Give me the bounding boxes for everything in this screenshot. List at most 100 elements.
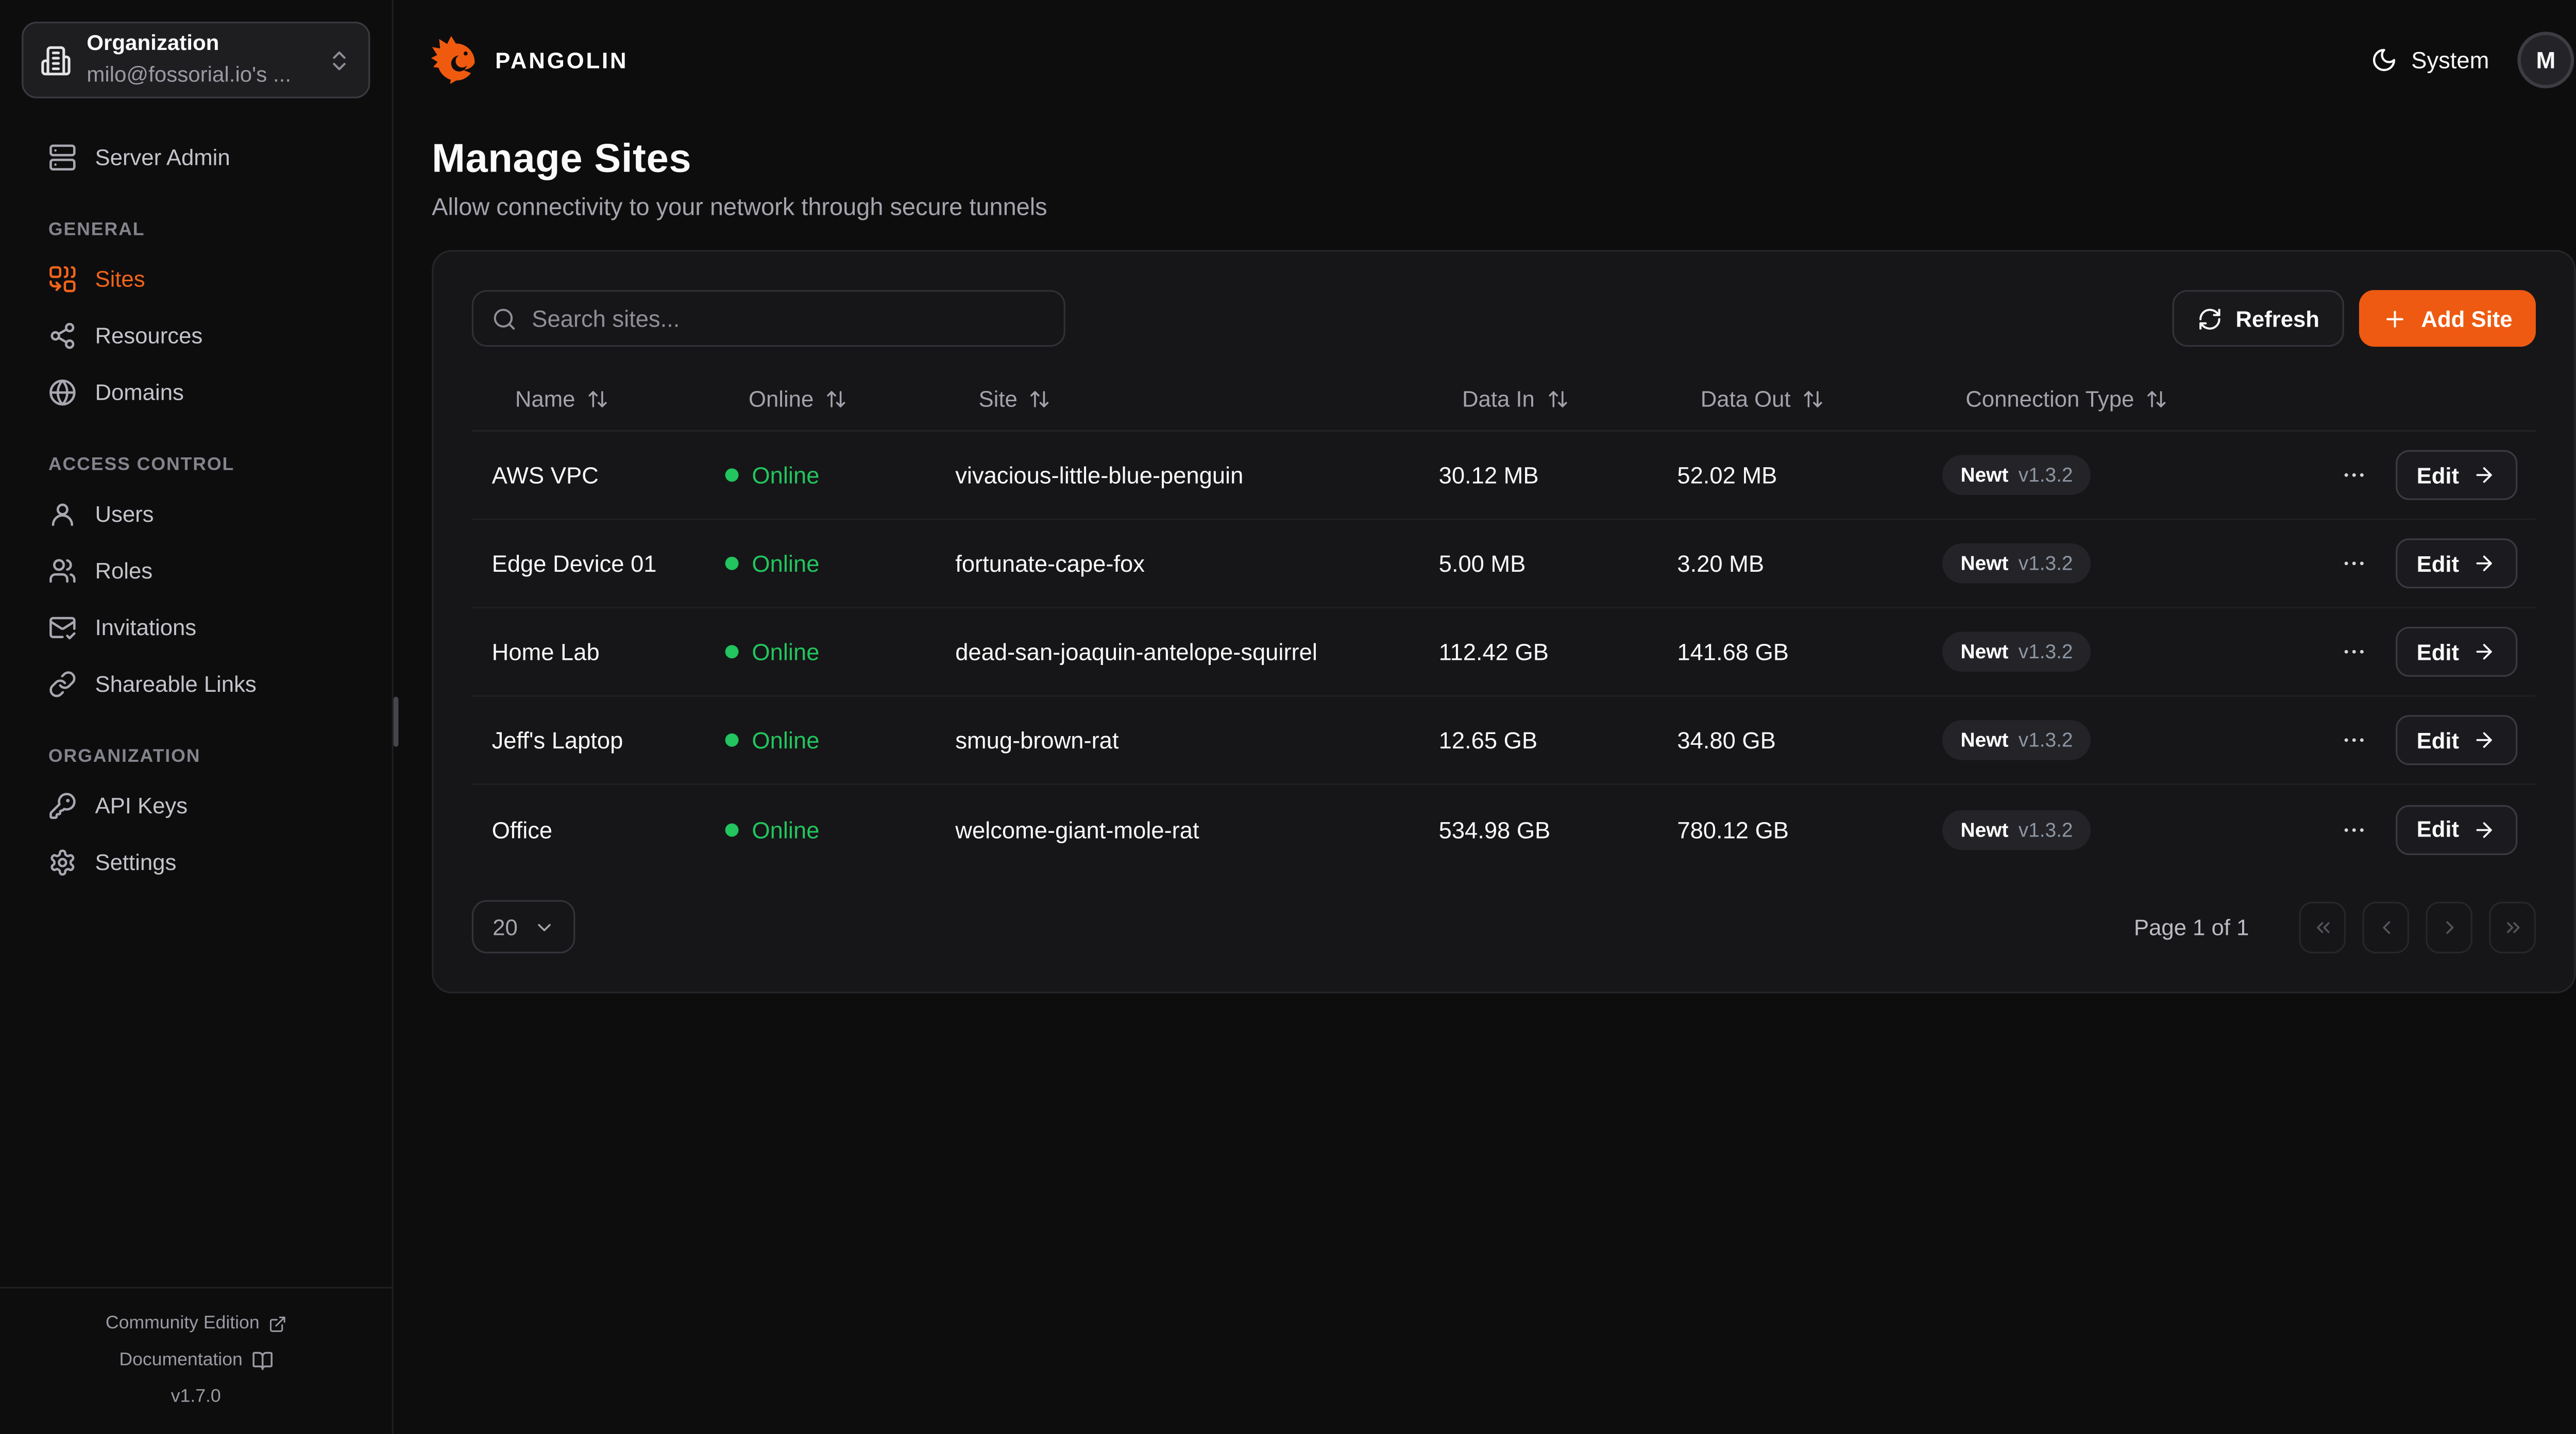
edit-label: Edit bbox=[2416, 727, 2460, 753]
sidebar-item-label: Roles bbox=[95, 558, 153, 584]
sort-icon bbox=[587, 388, 608, 410]
online-dot-icon bbox=[725, 468, 739, 482]
status-label: Online bbox=[752, 550, 820, 577]
column-header-site[interactable]: Site bbox=[935, 387, 1418, 412]
community-edition-link[interactable]: Community Edition bbox=[13, 1305, 379, 1342]
chevrons-up-down-icon bbox=[327, 47, 352, 73]
link-icon bbox=[48, 670, 77, 698]
edit-label: Edit bbox=[2416, 551, 2460, 576]
column-header-label: Data In bbox=[1462, 386, 1535, 412]
ellipsis-icon bbox=[2344, 738, 2363, 742]
edit-button[interactable]: Edit bbox=[2395, 715, 2518, 765]
column-header-data-out[interactable]: Data Out bbox=[1657, 387, 1923, 412]
row-menu-button[interactable] bbox=[2336, 635, 2370, 669]
key-icon bbox=[48, 792, 77, 820]
column-header-connection-type[interactable]: Connection Type bbox=[1922, 387, 2323, 412]
row-menu-button[interactable] bbox=[2336, 458, 2370, 492]
documentation-link[interactable]: Documentation bbox=[13, 1342, 379, 1378]
connection-client: Newt bbox=[1960, 728, 2009, 752]
search-input[interactable] bbox=[532, 305, 1045, 332]
sidebar-item-server-admin[interactable]: Server Admin bbox=[22, 130, 370, 185]
column-header-data-in[interactable]: Data In bbox=[1419, 387, 1657, 412]
edit-button[interactable]: Edit bbox=[2395, 804, 2518, 855]
theme-toggle[interactable]: System bbox=[2371, 47, 2489, 73]
avatar[interactable]: M bbox=[2517, 31, 2574, 89]
arrow-right-icon bbox=[2472, 552, 2496, 575]
refresh-button[interactable]: Refresh bbox=[2172, 290, 2345, 347]
page-info: Page 1 of 1 bbox=[2133, 914, 2249, 940]
edit-button[interactable]: Edit bbox=[2395, 538, 2518, 589]
page-size-select[interactable]: 20 bbox=[471, 900, 575, 953]
row-menu-button[interactable] bbox=[2336, 813, 2370, 846]
sidebar-item-settings[interactable]: Settings bbox=[22, 835, 370, 890]
edit-button[interactable]: Edit bbox=[2395, 450, 2518, 500]
cell-name: AWS VPC bbox=[492, 462, 599, 489]
cell-data-out: 3.20 MB bbox=[1677, 550, 1765, 577]
toolbar-actions: Refresh Add Site bbox=[2172, 290, 2536, 347]
avatar-initial: M bbox=[2536, 46, 2556, 74]
mail-check-icon bbox=[48, 613, 77, 642]
section-label-general: GENERAL bbox=[48, 220, 145, 240]
pagination-buttons bbox=[2299, 901, 2536, 953]
connection-type-badge: Newt v1.3.2 bbox=[1942, 720, 2092, 760]
connection-client: Newt bbox=[1960, 552, 2009, 575]
connection-version: v1.3.2 bbox=[2018, 817, 2073, 841]
org-switcher-value: milo@fossorial.io's ... bbox=[87, 61, 292, 87]
chevron-down-icon bbox=[533, 916, 554, 937]
org-switcher[interactable]: Organization milo@fossorial.io's ... bbox=[22, 22, 370, 98]
sidebar-item-api-keys[interactable]: API Keys bbox=[22, 778, 370, 833]
last-page-button[interactable] bbox=[2489, 901, 2536, 953]
table-row: Home Lab Online dead-san-joaquin-antelop… bbox=[471, 608, 2536, 697]
sort-icon bbox=[1802, 388, 1824, 410]
next-page-button[interactable] bbox=[2426, 901, 2472, 953]
previous-page-button[interactable] bbox=[2362, 901, 2410, 953]
connection-client: Newt bbox=[1960, 817, 2009, 841]
sidebar-item-resources[interactable]: Resources bbox=[22, 309, 370, 364]
page-size-value: 20 bbox=[493, 914, 518, 940]
sidebar-item-sites[interactable]: Sites bbox=[22, 252, 370, 307]
sidebar-item-label: Shareable Links bbox=[95, 672, 257, 697]
sidebar-item-roles[interactable]: Roles bbox=[22, 543, 370, 599]
table-row: Office Online welcome-giant-mole-rat 534… bbox=[472, 785, 2536, 874]
sort-icon bbox=[825, 388, 847, 410]
cell-site: dead-san-joaquin-antelope-squirrel bbox=[955, 638, 1317, 665]
first-page-button[interactable] bbox=[2299, 901, 2346, 953]
row-menu-button[interactable] bbox=[2336, 723, 2370, 757]
sidebar-scrollbar-thumb[interactable] bbox=[393, 696, 399, 747]
table-toolbar: Refresh Add Site bbox=[471, 290, 2536, 347]
column-header-online[interactable]: Online bbox=[705, 387, 936, 412]
edit-button[interactable]: Edit bbox=[2395, 626, 2518, 677]
status-badge: Online bbox=[725, 727, 936, 754]
arrow-right-icon bbox=[2472, 464, 2496, 487]
row-menu-button[interactable] bbox=[2336, 547, 2370, 580]
brand[interactable]: PANGOLIN bbox=[430, 35, 629, 85]
cell-data-in: 112.42 GB bbox=[1438, 638, 1549, 665]
documentation-label: Documentation bbox=[119, 1350, 243, 1370]
combine-icon bbox=[48, 265, 77, 294]
status-label: Online bbox=[752, 726, 820, 754]
sidebar-item-label: Invitations bbox=[95, 615, 197, 640]
sidebar-item-invitations[interactable]: Invitations bbox=[22, 600, 370, 655]
status-badge: Online bbox=[725, 462, 936, 488]
add-site-button[interactable]: Add Site bbox=[2359, 290, 2536, 347]
table-row: Edge Device 01 Online fortunate-cape-fox… bbox=[471, 520, 2536, 609]
sidebar-item-shareable-links[interactable]: Shareable Links bbox=[22, 657, 370, 712]
connection-version: v1.3.2 bbox=[2018, 728, 2073, 752]
cell-site: welcome-giant-mole-rat bbox=[955, 816, 1199, 843]
sidebar-item-users[interactable]: Users bbox=[22, 487, 370, 542]
table-row: AWS VPC Online vivacious-little-blue-pen… bbox=[471, 432, 2536, 520]
cell-data-out: 34.80 GB bbox=[1677, 726, 1776, 754]
status-badge: Online bbox=[725, 816, 936, 843]
app-version: v1.7.0 bbox=[13, 1378, 379, 1415]
connection-version: v1.3.2 bbox=[2018, 640, 2073, 663]
column-header-name[interactable]: Name bbox=[472, 387, 705, 412]
search-box[interactable] bbox=[471, 290, 1065, 347]
building-icon bbox=[40, 44, 72, 76]
ellipsis-icon bbox=[2344, 561, 2363, 566]
sidebar-item-domains[interactable]: Domains bbox=[22, 365, 370, 420]
search-icon bbox=[492, 306, 517, 331]
status-badge: Online bbox=[725, 550, 936, 577]
chevron-left-icon bbox=[2382, 920, 2389, 933]
